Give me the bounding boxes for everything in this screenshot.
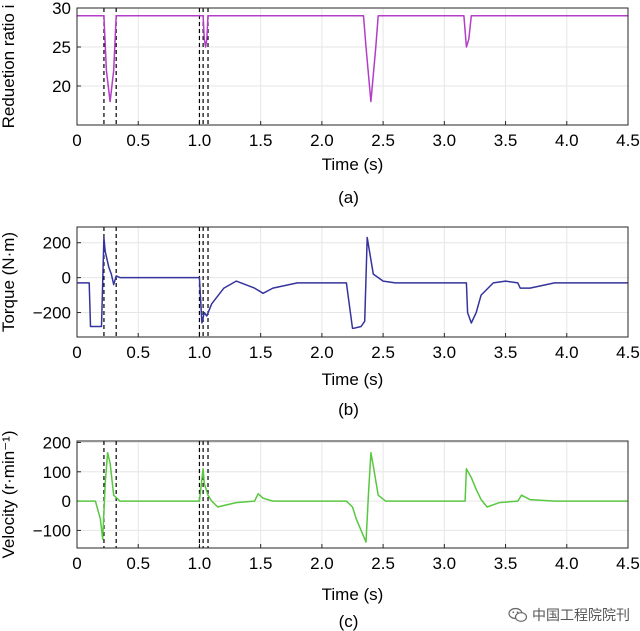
x-tick-label: 1.0 — [188, 554, 212, 573]
plot-area — [76, 226, 629, 338]
x-tick-label: 2.0 — [310, 554, 334, 573]
series-line-c — [77, 451, 628, 543]
x-tick-label: 2.5 — [371, 131, 395, 150]
watermark-text: 中国工程院院刊 — [532, 608, 630, 624]
chart-panel-b: 0 0.5 1.0 1.5 2.0 2.5 3.0 3.5 4.0 4.5 −200 0 200 Time… — [0, 226, 640, 419]
y-tick-label: 200 — [43, 433, 71, 452]
x-tick-label: 2.0 — [310, 343, 334, 362]
panel-caption: (a) — [338, 188, 359, 207]
x-tick-label: 0.5 — [126, 131, 150, 150]
x-tick-label: 0 — [72, 554, 81, 573]
x-tick-label: 3.5 — [494, 554, 518, 573]
plot-frame — [76, 226, 629, 338]
x-tick-label: 3.5 — [494, 131, 518, 150]
y-axis-label: Velocity (r·min⁻¹) — [0, 431, 18, 559]
plot-area — [76, 440, 629, 549]
y-tick-label: 200 — [43, 234, 71, 253]
y-tick-label: 0 — [62, 492, 71, 511]
x-axis-label: Time (s) — [322, 585, 384, 604]
y-tick-label: 100 — [43, 463, 71, 482]
x-tick-label: 0.5 — [126, 343, 150, 362]
y-tick-label: 0 — [62, 269, 71, 288]
x-tick-label: 4.0 — [555, 554, 579, 573]
x-tick-label: 2.5 — [371, 554, 395, 573]
x-tick-label: 4.5 — [616, 554, 640, 573]
plot-frame — [76, 7, 629, 126]
panel-caption: (c) — [339, 612, 359, 631]
x-tick-label: 3.0 — [433, 343, 457, 362]
watermark: 中国工程院院刊 — [508, 605, 630, 625]
chart-panel-c: 0 0.5 1.0 1.5 2.0 2.5 3.0 3.5 4.0 4.5−1000100200T… — [0, 431, 640, 631]
x-axis-label: Time (s) — [322, 370, 384, 389]
y-tick-label: 25 — [52, 38, 71, 57]
x-tick-label: 4.0 — [555, 343, 579, 362]
y-tick-label: −100 — [33, 521, 71, 540]
x-tick-label: 2.5 — [371, 343, 395, 362]
wechat-icon — [508, 607, 528, 622]
x-tick-label: 3.0 — [433, 554, 457, 573]
plot-frame — [76, 440, 629, 549]
y-tick-label: −200 — [33, 304, 71, 323]
series-line-b — [77, 236, 628, 330]
x-axis-label: Time (s) — [322, 155, 384, 174]
panel-caption: (b) — [338, 400, 359, 419]
x-tick-label: 0 — [72, 131, 81, 150]
x-tick-label: 0 — [72, 343, 81, 362]
series-line-a — [77, 15, 628, 103]
x-tick-label: 0.5 — [126, 554, 150, 573]
y-axis-label: Reduetion ratio i — [0, 5, 18, 129]
plot-area — [76, 7, 629, 126]
chart-panel-a: 0 0.5 1.0 1.5 2.0 2.5 3.0 3.5 4.0 4.5 20 25 30 Time (… — [0, 0, 640, 207]
y-axis-label: Torque (N·m) — [0, 232, 18, 332]
x-tick-label: 4.0 — [555, 131, 579, 150]
x-tick-label: 1.5 — [249, 131, 273, 150]
x-tick-label: 4.5 — [616, 131, 640, 150]
x-tick-label: 1.5 — [249, 343, 273, 362]
x-tick-label: 2.0 — [310, 131, 334, 150]
x-tick-label: 1.0 — [188, 343, 212, 362]
y-tick-label: 20 — [52, 77, 71, 96]
x-tick-label: 1.0 — [188, 131, 212, 150]
y-tick-label: 30 — [52, 0, 71, 18]
x-tick-label: 3.0 — [433, 131, 457, 150]
x-tick-label: 3.5 — [494, 343, 518, 362]
x-tick-label: 4.5 — [616, 343, 640, 362]
x-tick-label: 1.5 — [249, 554, 273, 573]
